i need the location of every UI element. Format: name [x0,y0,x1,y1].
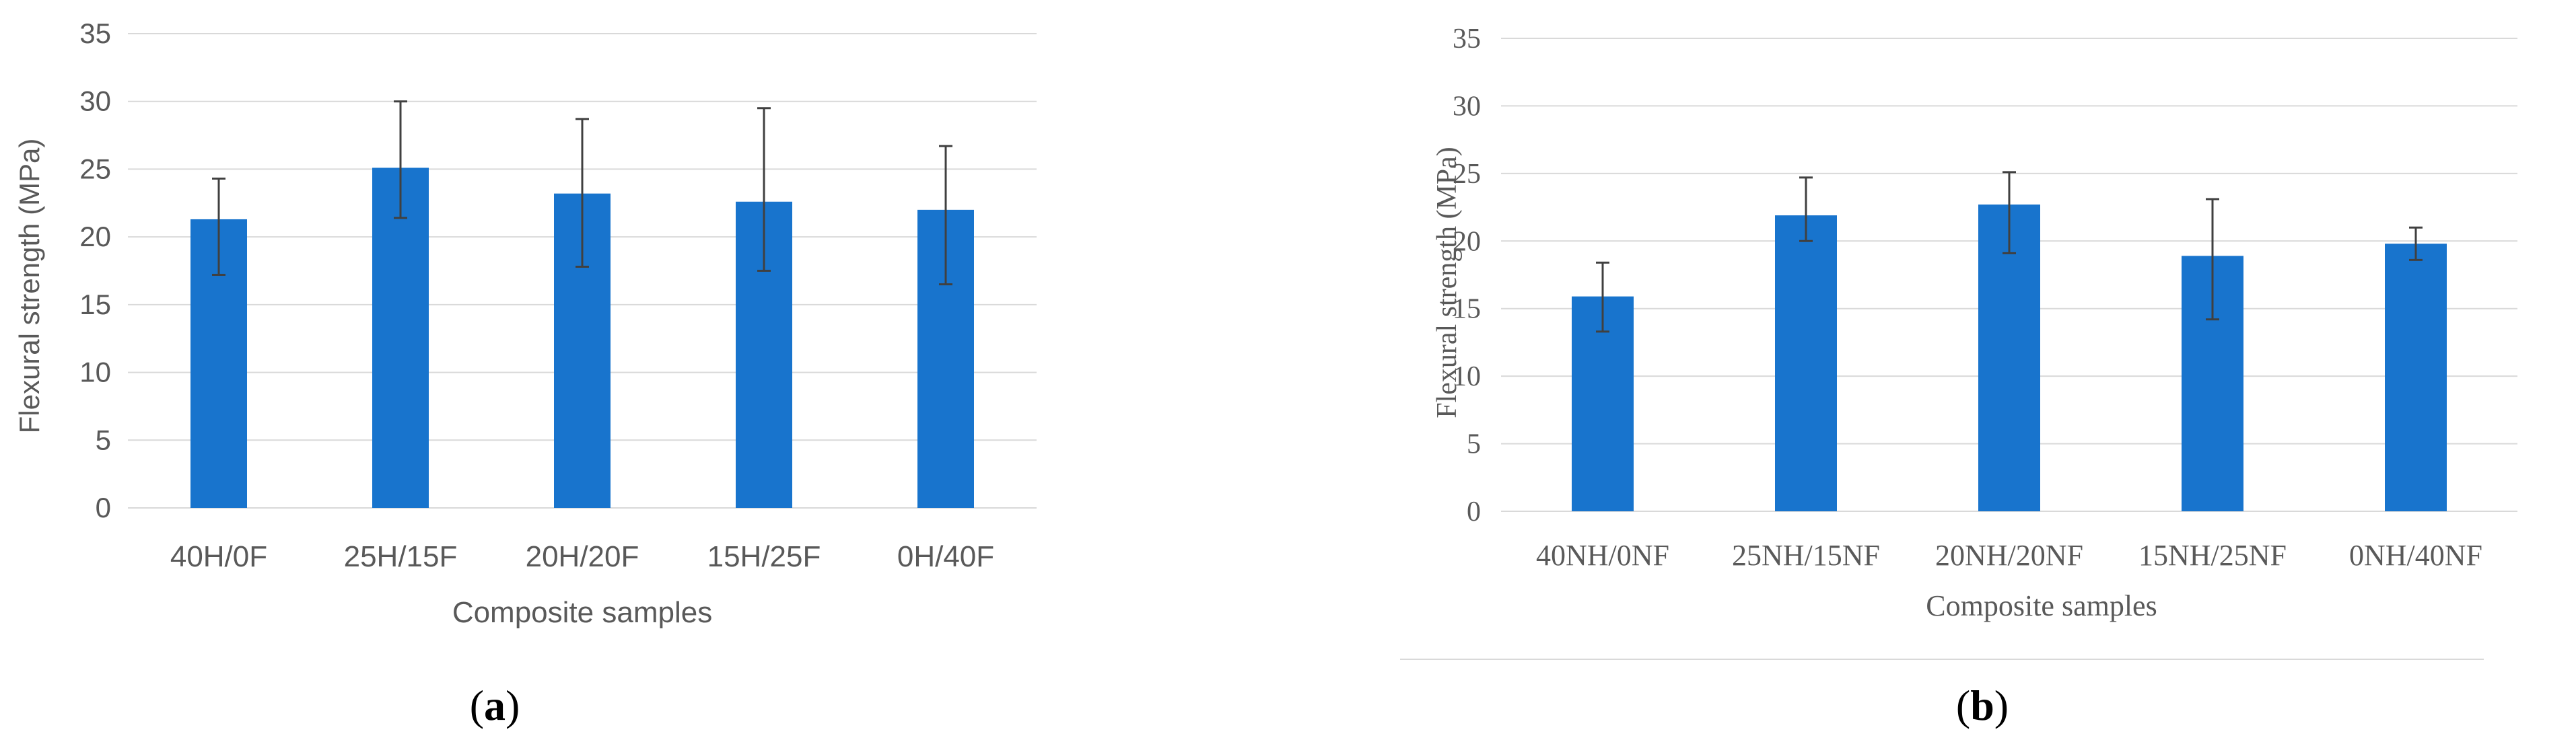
chart-b-y-tick-label: 0 [1467,496,1481,527]
chart-b-bar [1978,205,2040,511]
chart-a-x-tick-label: 15H/25F [707,540,821,573]
chart-b-y-tick-label: 20 [1453,226,1481,257]
chart-b-y-tick-labels: 0 5 10 15 20 25 30 35 [1453,24,1481,527]
chart-b-x-tick-label: 20NH/20NF [1935,539,2083,572]
chart-panel-a: 0 5 10 15 20 25 30 35 40H/0F 25H/15F 20H/20F 15H/2… [13,17,1037,729]
chart-b-x-tick-label: 0NH/40NF [2349,539,2482,572]
chart-a-caption: (a) [470,681,520,729]
chart-panel-b: 0 5 10 15 20 25 30 35 40NH/0NF 25NH/15NF 20NH/20N… [1432,24,2517,729]
chart-b-y-tick-label: 25 [1453,159,1481,190]
chart-b-x-axis-label: Composite samples [1926,589,2157,622]
chart-a-y-tick-label: 0 [96,492,111,523]
chart-b-caption-letter: b [1970,681,1994,729]
chart-b-y-tick-label: 15 [1453,294,1481,325]
chart-a-y-tick-label: 25 [79,153,111,184]
chart-a-y-tick-label: 20 [79,221,111,252]
caption-paren-close: ) [506,681,520,729]
caption-paren-open: ( [1956,681,1970,729]
chart-b-y-tick-label: 35 [1453,24,1481,54]
chart-b-x-tick-label: 15NH/25NF [2138,539,2287,572]
chart-b-bar [1775,215,1837,511]
chart-b-x-tick-label: 25NH/15NF [1732,539,1880,572]
chart-a-x-tick-label: 40H/0F [170,540,267,573]
chart-b-bar [2385,244,2447,511]
chart-a-x-tick-label: 20H/20F [526,540,639,573]
chart-a-y-tick-label: 5 [96,424,111,455]
chart-b-bars [1572,205,2447,511]
chart-a-x-tick-labels: 40H/0F 25H/15F 20H/20F 15H/25F 0H/40F [170,540,994,573]
chart-a-y-tick-label: 15 [79,289,111,320]
chart-a-y-tick-label: 10 [79,357,111,388]
caption-paren-close: ) [1994,681,2009,729]
chart-a-y-tick-label: 35 [79,17,111,49]
chart-a-x-axis-label: Composite samples [452,596,712,629]
chart-a-y-tick-label: 30 [79,85,111,117]
chart-a-x-tick-label: 25H/15F [344,540,458,573]
caption-paren-open: ( [470,681,484,729]
chart-b-y-axis-label: Flexural strength (MPa) [1432,147,1463,418]
chart-a-error-bars [212,100,952,286]
chart-a-y-axis-label: Flexural strength (MPa) [13,139,45,434]
chart-b-caption: (b) [1956,681,2009,729]
chart-b-y-tick-label: 30 [1453,91,1481,122]
chart-b-x-tick-label: 40NH/0NF [1536,539,1669,572]
chart-a-y-tick-labels: 0 5 10 15 20 25 30 35 [79,17,111,523]
chart-a-caption-letter: a [484,681,506,729]
chart-b-error-bars [1596,171,2423,333]
chart-b-y-tick-label: 5 [1467,429,1481,460]
chart-a-bar [372,168,429,508]
chart-b-y-tick-label: 10 [1453,361,1481,392]
chart-b-x-tick-labels: 40NH/0NF 25NH/15NF 20NH/20NF 15NH/25NF 0NH/4… [1536,539,2482,572]
chart-a-x-tick-label: 0H/40F [897,540,994,573]
